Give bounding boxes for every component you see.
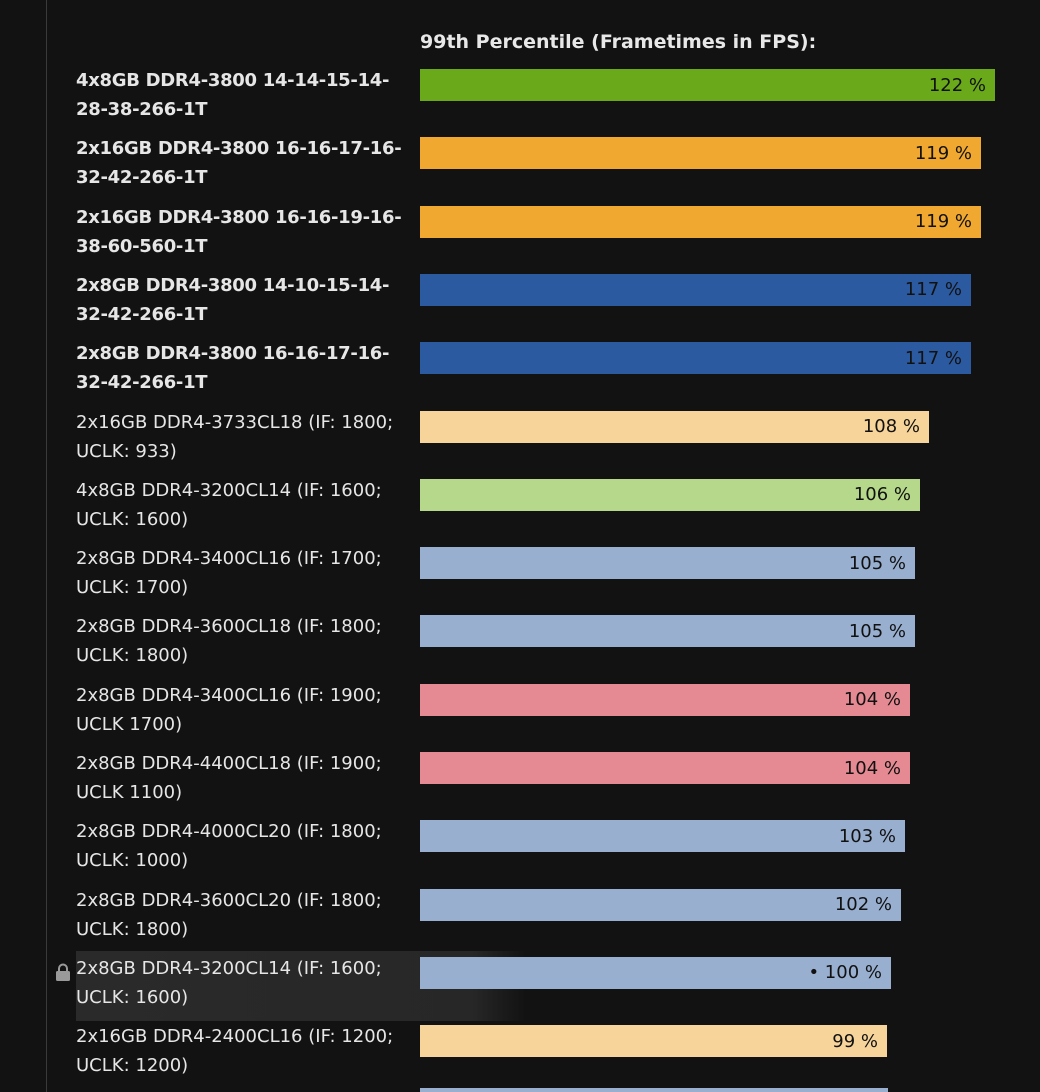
bar-value-label: 99 % (832, 1030, 878, 1052)
bar-label: 2x16GB DDR4-3733CL18 (IF: 1800; UCLK: 93… (76, 411, 394, 462)
bar-label: 2x8GB DDR4-4000CL20 (IF: 1800; UCLK: 100… (76, 821, 382, 872)
bar: 119 % (420, 137, 981, 170)
bar-value-label: 105 % (848, 552, 906, 574)
bar-value-label: 105 % (848, 620, 906, 642)
bar-row: 2x8GB DDR4-3800 16-16-17-16-32-42-266-1T… (0, 339, 1040, 407)
bar-value-label: 106 % (853, 484, 911, 506)
left-divider (46, 0, 47, 1092)
bar-row: 2x16GB DDR4-3733CL18 (IF: 1800; UCLK: 93… (0, 408, 1040, 476)
bar-label: 2x16GB DDR4-3800 16-16-17-16-32-42-266-1… (76, 138, 402, 189)
bar: 103 % (420, 820, 905, 853)
bar: 102 % (420, 888, 901, 921)
bar-label: 2x16GB DDR4-3800 16-16-19-16-38-60-560-1… (76, 206, 402, 257)
bar: 117 % (420, 342, 971, 375)
bar-value-label: 102 % (834, 894, 892, 916)
bar-value-label: 117 % (904, 347, 962, 369)
bar-label: 2x8GB DDR4-3800 14-10-15-14-32-42-266-1T (76, 274, 390, 325)
bar-row: 2x16GB DDR4-2400CL16 (IF: 1200; UCLK: 12… (0, 1022, 1040, 1090)
bar-label: 4x8GB DDR4-3800 14-14-15-14-28-38-266-1T (76, 70, 390, 120)
bar-row: 4x8GB DDR4-3200CL14 (IF: 1600; UCLK: 160… (0, 476, 1040, 544)
bar-label: 2x8GB DDR4-3200CL14 (IF: 1600; UCLK: 160… (76, 957, 382, 1008)
bar-label: 4x8GB DDR4-3200CL14 (IF: 1600; UCLK: 160… (76, 479, 382, 530)
bar-value-label: 117 % (904, 279, 962, 301)
bar-row: 2x8GB DDR4-3200CL14 (IF: 1600; UCLK: 160… (0, 950, 1040, 1022)
bar: 119 % (420, 205, 981, 238)
bar: 108 % (420, 410, 929, 443)
bar-value-label: 108 % (862, 416, 920, 437)
bar-row: 2x8GB DDR4-3600CL18 (IF: 1800; UCLK: 180… (0, 612, 1040, 680)
bar: • 100 % (420, 956, 891, 989)
bar-value-label: 119 % (914, 142, 972, 164)
bar: 122 % (420, 69, 995, 101)
bar-value-label: 103 % (838, 825, 896, 847)
bar: 104 % (420, 683, 910, 716)
bar-row: 2x16GB DDR4-3800 16-16-17-16-32-42-266-1… (0, 134, 1040, 202)
bar: 106 % (420, 478, 920, 511)
chart-title: 99th Percentile (Frametimes in FPS): (420, 31, 817, 53)
bar-label: 2x8GB DDR4-3800 16-16-17-16-32-42-266-1T (76, 343, 390, 394)
bar: 105 % (420, 547, 915, 580)
bar: 99 % (420, 1025, 887, 1058)
bar-row: 2x8GB DDR4-3800 14-10-15-14-32-42-266-1T… (0, 271, 1040, 339)
bar-row: 4x8GB DDR4-3800 14-14-15-14-28-38-266-1T… (0, 66, 1040, 134)
bar-value-label: 104 % (843, 757, 901, 779)
bar-row: 2x16GB DDR4-3800 16-16-19-16-38-60-560-1… (0, 203, 1040, 271)
bar-label: 2x16GB DDR4-2400CL16 (IF: 1200; UCLK: 12… (76, 1026, 394, 1077)
bar: 117 % (420, 273, 971, 306)
bar-label: 2x8GB DDR4-3600CL18 (IF: 1800; UCLK: 180… (76, 616, 382, 667)
bar-label: 2x8GB DDR4-4400CL18 (IF: 1900; UCLK 1100… (76, 753, 382, 803)
bar-value-label: 104 % (843, 689, 901, 711)
bar-row: 2x8GB DDR4-3400CL16 (IF: 1700; UCLK: 170… (0, 544, 1040, 612)
bar-label: 2x8GB DDR4-3600CL20 (IF: 1800; UCLK: 180… (76, 889, 382, 940)
bar-row: 2x8GB DDR4-4000CL20 (IF: 1800; UCLK: 100… (0, 817, 1040, 885)
bar-value-label: • 100 % (808, 962, 882, 984)
bar-value-label: 122 % (928, 74, 986, 96)
bar-label: 2x8GB DDR4-3400CL16 (IF: 1900; UCLK 1700… (76, 684, 382, 735)
lock-icon (56, 963, 70, 981)
partial-bar-cut-off (420, 1088, 888, 1092)
bar-label: 2x8GB DDR4-3400CL16 (IF: 1700; UCLK: 170… (76, 548, 382, 599)
bar-row: 2x8GB DDR4-3400CL16 (IF: 1900; UCLK 1700… (0, 681, 1040, 749)
bar-row: 2x8GB DDR4-4400CL18 (IF: 1900; UCLK 1100… (0, 749, 1040, 817)
bar-row: 2x8GB DDR4-3600CL20 (IF: 1800; UCLK: 180… (0, 886, 1040, 954)
bar: 104 % (420, 752, 910, 784)
bar: 105 % (420, 615, 915, 648)
bar-value-label: 119 % (914, 211, 972, 233)
